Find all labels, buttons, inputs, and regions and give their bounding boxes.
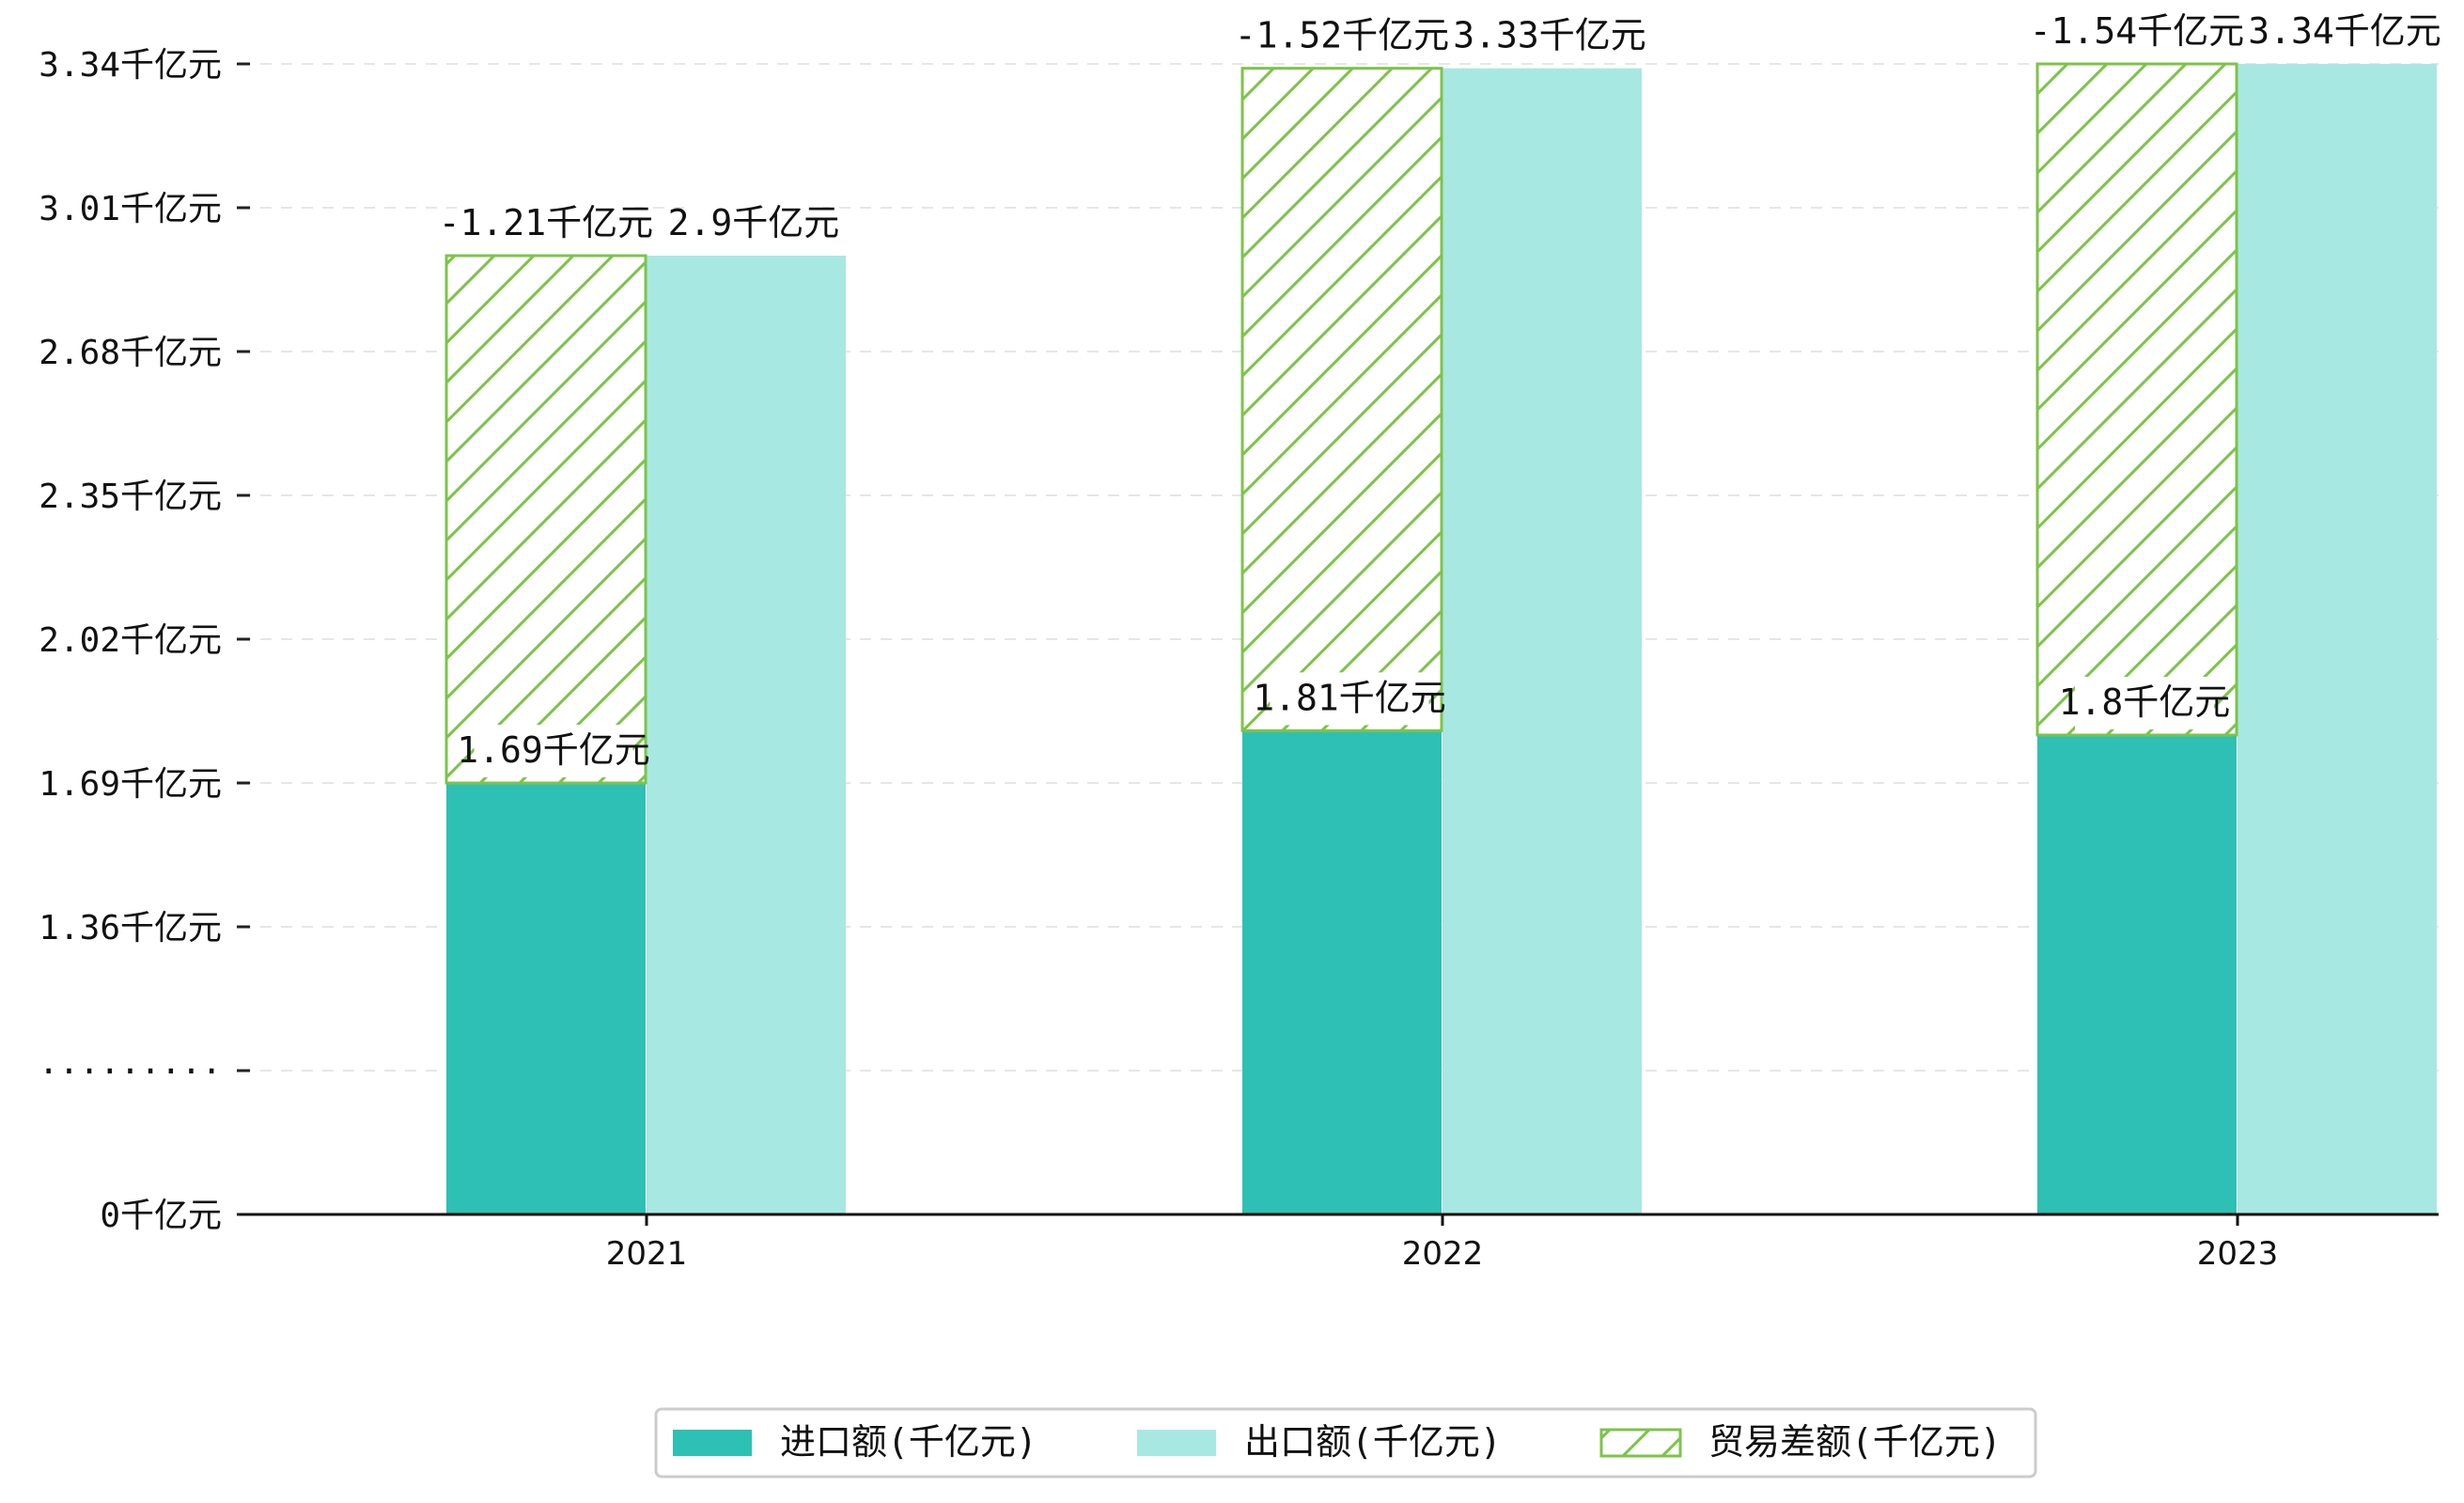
data-label: 2.9千亿元 [668, 202, 840, 243]
legend-label: 贸易差额(千亿元) [1708, 1421, 2002, 1463]
y-tick-label: 2.68千亿元 [39, 334, 222, 372]
x-tick-label: 2022 [1402, 1235, 1484, 1273]
legend-entry-0: 进口额(千亿元) [673, 1421, 1037, 1463]
legend-label: 出口额(千亿元) [1244, 1421, 1502, 1463]
bar-export-2022 [1443, 68, 1642, 1215]
data-label-bg [2265, 6, 2425, 58]
data-label: -1.52千亿元 [1235, 15, 1449, 56]
label-export-2021: 2.9千亿元 [668, 197, 840, 250]
data-label: 1.81千亿元 [1253, 677, 1446, 718]
data-label-bg [457, 197, 635, 250]
bars [444, 62, 2437, 1215]
legend-swatch [1599, 1428, 1682, 1458]
data-label-bg [2075, 677, 2214, 729]
data-label: 3.34千亿元 [2248, 10, 2441, 52]
x-axis: 2021 2022 2023 [240, 1213, 2439, 1273]
bar-balance-2023 [2035, 62, 2238, 737]
data-label-bg [1270, 672, 1429, 726]
y-tick-label: 0千亿元 [100, 1197, 222, 1235]
bar-balance-2022 [1240, 67, 1443, 732]
y-tick-label: ········· [39, 1053, 222, 1091]
legend-box [654, 1407, 2037, 1479]
bar-import-2021 [446, 783, 646, 1214]
data-label: 3.33千亿元 [1453, 15, 1646, 56]
legend-label: 进口额(千亿元) [780, 1421, 1037, 1463]
bar-export-2021 [647, 256, 846, 1214]
label-import-2021: 1.69千亿元 [457, 725, 650, 777]
legend-entry-1: 出口额(千亿元) [1137, 1421, 1502, 1463]
legend-entry-2: 贸易差额(千亿元) [1599, 1421, 2002, 1463]
data-label: -1.21千亿元 [439, 202, 653, 243]
data-label: 1.8千亿元 [2059, 681, 2231, 723]
label-import-2022: 1.81千亿元 [1253, 672, 1446, 726]
label-export-2023: 3.34千亿元 [2248, 6, 2441, 58]
legend: 进口额(千亿元) 出口额(千亿元) 贸易差额(千亿元) [654, 1407, 2037, 1479]
x-tick-label: 2023 [2197, 1235, 2279, 1273]
label-balance-2021: -1.21千亿元 [439, 197, 653, 250]
data-label-bg [2048, 6, 2226, 58]
data-label: 1.69千亿元 [457, 729, 650, 771]
bar-import-2022 [1242, 730, 1442, 1214]
y-axis: 0千亿元 ········· 1.36千亿元 1.69千亿元 2.02千亿元 2.35千亿… [39, 46, 250, 1235]
bar-import-2023 [2037, 735, 2237, 1214]
data-label-bg [1470, 9, 1630, 63]
bar-balance-2021 [444, 254, 647, 785]
label-balance-2022: -1.52千亿元 [1235, 9, 1449, 63]
y-tick-label: 2.02千亿元 [39, 621, 222, 660]
y-tick-label: 3.01千亿元 [39, 190, 222, 228]
data-labels: -1.21千亿元 2.9千亿元 1.69千亿元 -1.52千亿元 3.33千亿元 1.81… [439, 6, 2441, 777]
x-tick-label: 2021 [606, 1235, 688, 1273]
data-label-bg [1253, 9, 1431, 63]
y-tick-label: 1.36千亿元 [39, 909, 222, 947]
legend-swatch [673, 1430, 752, 1456]
data-label: -1.54千亿元 [2030, 10, 2244, 52]
y-tick-label: 2.35千亿元 [39, 478, 222, 516]
data-label-bg [684, 197, 823, 250]
legend-swatch [1137, 1430, 1216, 1456]
label-import-2023: 1.8千亿元 [2059, 677, 2231, 729]
bar-export-2023 [2238, 64, 2437, 1214]
label-export-2022: 3.33千亿元 [1453, 9, 1646, 63]
y-tick-label: 3.34千亿元 [39, 46, 222, 85]
label-balance-2023: -1.54千亿元 [2030, 6, 2244, 58]
data-label-bg [474, 725, 633, 777]
y-tick-label: 1.69千亿元 [39, 765, 222, 804]
